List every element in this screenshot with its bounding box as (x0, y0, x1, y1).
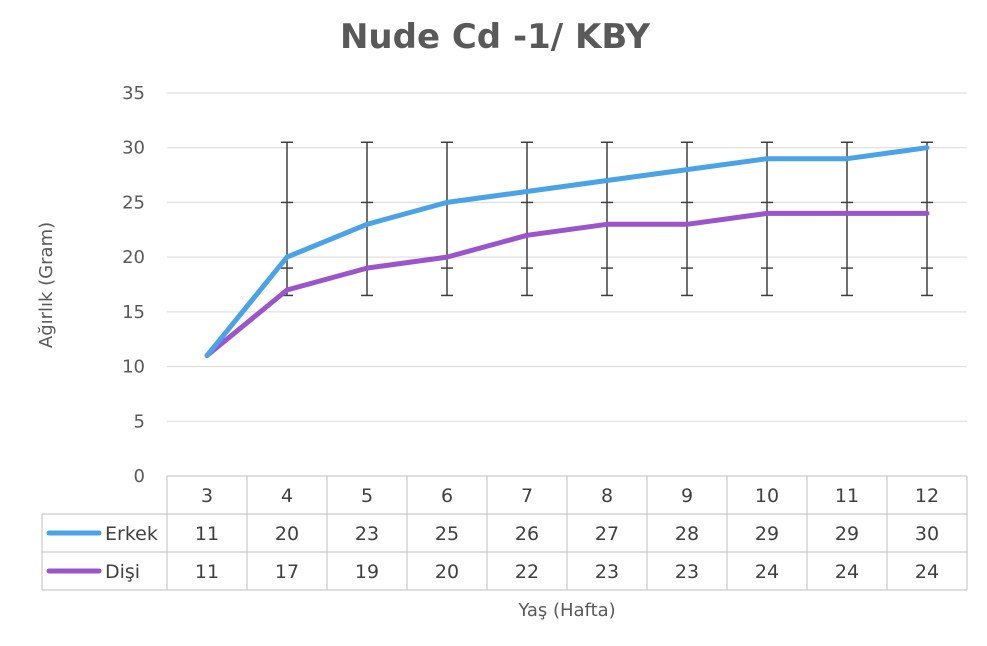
y-tick-label: 10 (122, 357, 145, 378)
table-value: 30 (915, 523, 939, 545)
x-tick-label: 6 (441, 485, 453, 507)
x-tick-label: 3 (201, 485, 213, 507)
table-value: 17 (275, 561, 299, 583)
table-value: 23 (675, 561, 699, 583)
data-table: 3 4 5 6 7 8 9 10 11 12 Erkek 11 20 23 25 26 27 28 29 29 30 Di… (41, 475, 968, 591)
table-value: 23 (355, 523, 379, 545)
chart-title: Nude Cd -1/ KBY (340, 17, 650, 57)
y-tick-label: 30 (122, 138, 145, 159)
table-value: 19 (355, 561, 379, 583)
table-value: 24 (835, 561, 859, 583)
x-tick-label: 10 (755, 485, 779, 507)
y-tick-label: 35 (122, 83, 145, 104)
table-value: 22 (515, 561, 539, 583)
grid-lines (167, 92, 967, 422)
table-value: 24 (755, 561, 779, 583)
table-value: 23 (595, 561, 619, 583)
table-value: 29 (835, 523, 859, 545)
y-axis-label: Ağırlık (Gram) (36, 222, 57, 348)
x-axis-label: Yaş (Hafta) (517, 600, 615, 621)
table-value: 25 (435, 523, 459, 545)
error-bars (281, 141, 933, 297)
series-line-Erkek (204, 145, 930, 359)
x-tick-label: 7 (521, 485, 533, 507)
legend-label: Erkek (105, 523, 158, 545)
x-tick-label: 8 (601, 485, 613, 507)
table-value: 27 (595, 523, 619, 545)
series-lines (204, 145, 930, 359)
x-tick-label: 12 (915, 485, 939, 507)
table-value: 20 (435, 561, 459, 583)
y-tick-label: 5 (134, 411, 145, 432)
y-tick-label: 15 (122, 302, 145, 323)
y-tick-label: 20 (122, 247, 145, 268)
table-value: 11 (195, 561, 219, 583)
table-value: 11 (195, 523, 219, 545)
x-tick-label: 5 (361, 485, 373, 507)
table-value: 29 (755, 523, 779, 545)
series-line-Dişi (204, 210, 930, 359)
x-tick-label: 4 (281, 485, 293, 507)
y-tick-label: 25 (122, 192, 145, 213)
x-tick-label: 11 (835, 485, 859, 507)
y-axis-ticks: 0 5 10 15 20 25 30 35 (122, 83, 145, 487)
table-value: 26 (515, 523, 539, 545)
table-value: 28 (675, 523, 699, 545)
x-tick-label: 9 (681, 485, 693, 507)
legend-label: Dişi (105, 561, 140, 583)
y-tick-label: 0 (134, 466, 145, 487)
table-value: 24 (915, 561, 939, 583)
table-value: 20 (275, 523, 299, 545)
